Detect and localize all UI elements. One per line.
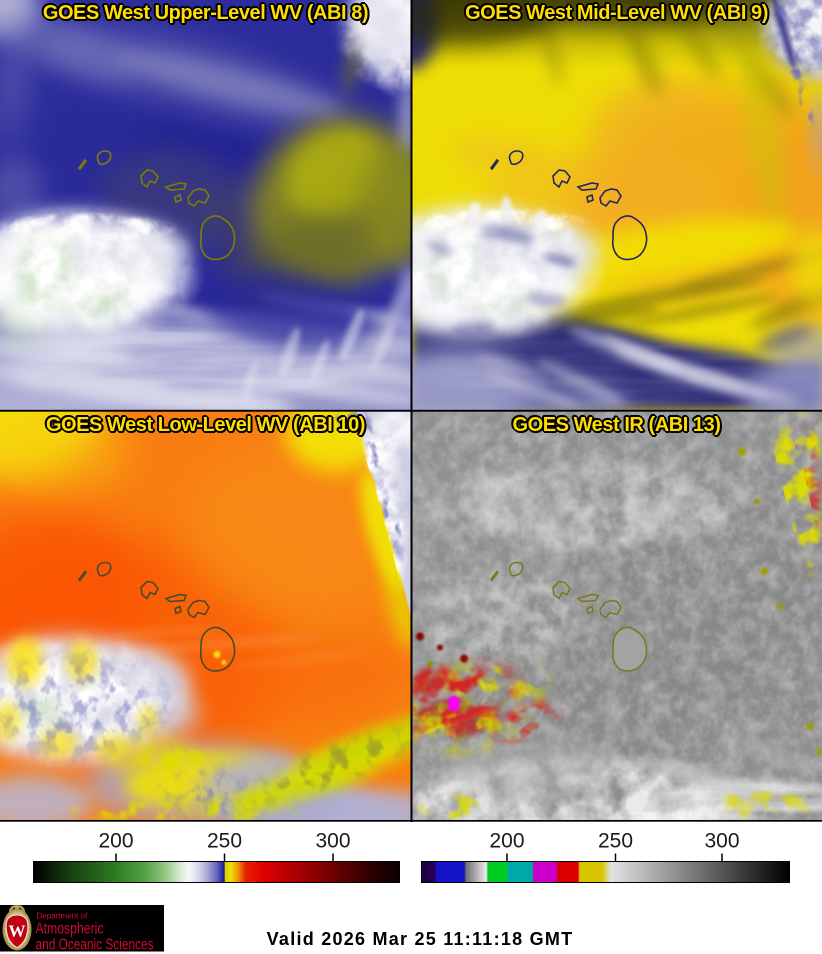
svg-text:Department of: Department of bbox=[37, 912, 88, 921]
svg-text:250: 250 bbox=[207, 830, 242, 853]
svg-text:300: 300 bbox=[704, 830, 739, 853]
svg-text:250: 250 bbox=[598, 830, 633, 853]
svg-text:Atmospheric: Atmospheric bbox=[36, 921, 104, 938]
svg-text:200: 200 bbox=[98, 830, 133, 853]
svg-text:300: 300 bbox=[315, 830, 350, 853]
svg-text:W: W bbox=[9, 922, 26, 941]
svg-text:200: 200 bbox=[489, 830, 524, 853]
svg-text:and Oceanic Sciences: and Oceanic Sciences bbox=[36, 937, 154, 954]
